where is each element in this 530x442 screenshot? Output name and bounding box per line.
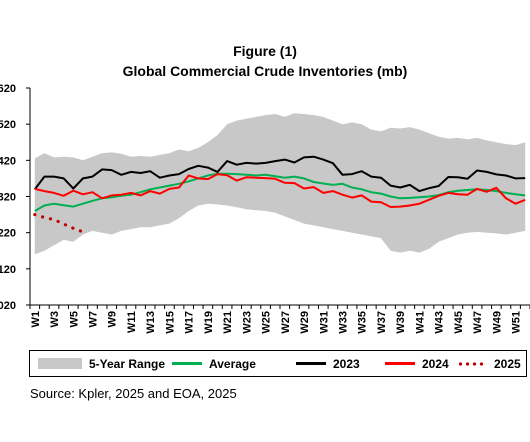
legend-label-range: 5-Year Range	[89, 356, 166, 371]
legend-swatch-2024	[385, 362, 415, 365]
source-note: Source: Kpler, 2025 and EOA, 2025	[30, 386, 237, 401]
x-tick-label: W31	[318, 311, 330, 334]
inventory-line-chart: 3,620 3,520 3,420 3,320 3,220 3,120 3,020 W1 W3…	[0, 83, 530, 334]
legend-swatch-average	[172, 362, 202, 365]
x-tick-label: W33	[338, 311, 350, 334]
series-line-2023	[34, 155, 526, 193]
series-line-2025	[33, 213, 85, 234]
y-tick-label: 3,220	[0, 228, 16, 240]
x-tick-label: W21	[222, 311, 234, 334]
y-tick-label: 3,020	[0, 300, 16, 312]
legend-label-2023: 2023	[333, 356, 360, 371]
x-tick-label: W15	[164, 311, 176, 334]
chart-title-line2: Global Commercial Crude Inventories (mb)	[122, 63, 408, 79]
x-tick-label: W51	[511, 311, 523, 334]
x-tick-label: W41	[414, 311, 426, 334]
range-band	[34, 113, 526, 255]
y-tick-label: 3,620	[0, 83, 16, 95]
legend-label-average: Average	[209, 356, 256, 371]
legend-item-2024: 2024	[385, 351, 449, 376]
x-tick-label: W3	[49, 311, 61, 328]
legend-swatch-range	[38, 358, 82, 369]
axes-layer	[26, 87, 530, 309]
chart-title-line1: Figure (1)	[233, 43, 297, 59]
x-tick-label: W45	[453, 311, 465, 334]
legend-label-2025: 2025	[494, 356, 521, 371]
x-tick-label: W13	[145, 311, 157, 334]
x-tick-label: W43	[434, 311, 446, 334]
range-area-layer	[34, 113, 526, 255]
legend-swatch-2025	[457, 361, 487, 366]
legend-swatch-2023	[296, 362, 326, 365]
y-tick-label: 3,420	[0, 155, 16, 167]
legend-label-2024: 2024	[422, 356, 449, 371]
y-tick-labels: 3,620 3,520 3,420 3,320 3,220 3,120 3,020	[0, 83, 16, 312]
series-layer	[33, 155, 526, 234]
x-tick-label: W1	[30, 311, 42, 328]
legend-item-range: 5-Year Range	[38, 351, 165, 376]
x-tick-label: W17	[184, 311, 196, 334]
x-tick-label: W7	[88, 311, 100, 328]
x-tick-label: W39	[395, 311, 407, 334]
x-tick-label: W11	[126, 311, 138, 333]
series-line-2024	[34, 173, 526, 208]
x-tick-label: W35	[357, 311, 369, 334]
x-tick-label: W47	[472, 311, 484, 334]
legend-item-2025: 2025	[457, 351, 521, 376]
x-tick-label: W9	[107, 311, 119, 328]
x-tick-label: W29	[299, 311, 311, 334]
x-tick-label: W37	[376, 311, 388, 334]
chart-legend: 5-Year Range Average 2023 2024 2025	[29, 350, 527, 377]
y-tick-label: 3,120	[0, 264, 16, 276]
y-tick-label: 3,520	[0, 119, 16, 131]
x-tick-label: W23	[241, 311, 253, 334]
x-tick-label: W19	[203, 311, 215, 334]
legend-item-2023: 2023	[296, 351, 360, 376]
x-tick-label: W5	[68, 311, 80, 328]
y-tick-label: 3,320	[0, 192, 16, 204]
x-tick-labels: W1 W3 W5 W7 W9 W11 W13 W15 W17 W19 W21 W23 W25 W27 W29…	[30, 311, 523, 334]
legend-item-average: Average	[172, 351, 256, 376]
x-tick-label: W25	[261, 311, 273, 334]
x-tick-label: W49	[491, 311, 503, 334]
x-tick-label: W27	[280, 311, 292, 334]
